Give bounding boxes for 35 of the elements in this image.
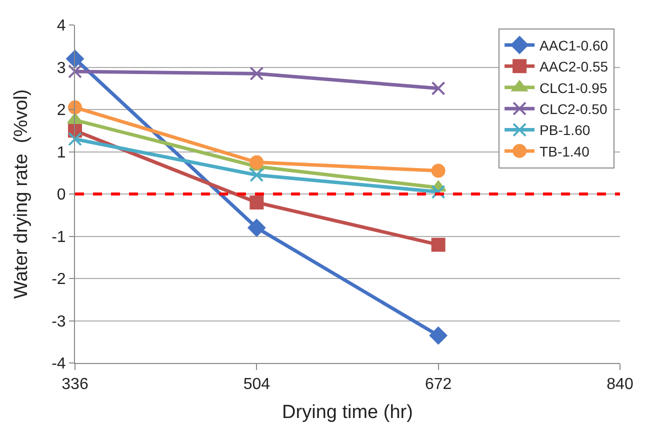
point (431, 81, 446, 96)
y-tick-label: -3 (52, 313, 66, 330)
y-tick-label: 1 (56, 144, 66, 162)
point (68, 100, 82, 114)
legend-label: CLC2-0.50 (540, 101, 608, 118)
legend-label: AAC1-0.60 (540, 37, 608, 54)
point (68, 132, 82, 146)
point (248, 219, 266, 237)
point (250, 168, 264, 182)
y-axis-title: Water drying rate (%vol) (11, 89, 32, 299)
point (431, 238, 446, 252)
y-tick-label: 4 (56, 18, 66, 35)
x-tick-label: 840 (606, 376, 634, 394)
legend-label: TB-1.40 (540, 143, 590, 160)
y-tick-label: 3 (56, 60, 66, 77)
point (250, 155, 264, 170)
x-tick-label: 504 (243, 376, 270, 394)
y-tick-label: -2 (52, 271, 66, 288)
x-tick-label: 672 (424, 376, 452, 394)
y-tick-label: -4 (52, 356, 66, 373)
y-tick-label: -1 (52, 228, 66, 246)
y-tick-label: 0 (56, 186, 66, 204)
point (250, 66, 264, 81)
x-axis-title: Drying time (hr) (282, 402, 413, 423)
x-tick-label: 336 (62, 376, 88, 394)
point (250, 195, 264, 210)
point (431, 184, 446, 199)
point (68, 64, 82, 78)
legend-label: AAC2-0.55 (540, 58, 608, 75)
point (66, 50, 84, 68)
legend-label: CLC1-0.95 (540, 80, 608, 96)
point (430, 326, 448, 344)
legend-label: PB-1.60 (540, 122, 590, 138)
point (431, 164, 446, 178)
y-tick-label: 2 (56, 102, 66, 120)
